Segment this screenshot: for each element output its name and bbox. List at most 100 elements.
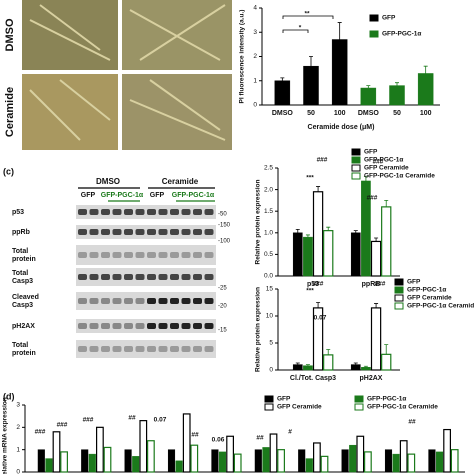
annotation: ### (313, 281, 324, 288)
error-bar (326, 349, 331, 355)
bar (37, 449, 45, 473)
blot-band (124, 252, 133, 258)
annotation: 0.07 (314, 315, 327, 322)
significance-bracket (282, 29, 309, 33)
blot-band (78, 229, 87, 235)
bar (124, 449, 132, 473)
annotation: ### (83, 417, 94, 424)
error-bar (316, 302, 321, 308)
legend-label: GFP Ceramide (407, 295, 452, 302)
error-bar (395, 82, 399, 86)
blot-band (112, 209, 122, 215)
error-bar (363, 365, 368, 368)
y-tick-label: 2 (16, 424, 20, 431)
bar (363, 451, 372, 473)
bar (45, 458, 53, 473)
chart: 0 5 10 15 Relative protein expression Cl./Tot… (255, 278, 474, 382)
blot-band (158, 323, 168, 329)
bar (211, 449, 219, 473)
blot-band (193, 209, 202, 215)
annotation: ### (373, 159, 384, 166)
x-tick-label: DMSO (272, 110, 294, 117)
chart: 0.0 0.5 1.0 1.5 2.0 2.5 Relative protein expre… (255, 148, 435, 288)
bar (303, 65, 319, 106)
blot-band (89, 346, 99, 352)
blot-band (101, 346, 110, 352)
blot-band (193, 323, 202, 329)
blot-band (112, 298, 122, 304)
error-bar (353, 230, 358, 233)
blot-row-label: Total (12, 342, 28, 349)
blot-band (135, 229, 145, 235)
bar (331, 39, 348, 106)
y-tick-label: 0.5 (264, 251, 273, 258)
blot-band (147, 274, 156, 280)
blot-band (78, 346, 87, 352)
micrographs (22, 0, 232, 150)
blot-band (124, 346, 133, 352)
photo (22, 0, 118, 70)
blot-band (193, 346, 202, 352)
bar (360, 87, 377, 106)
blot-band (112, 252, 122, 258)
bar (350, 232, 361, 277)
y-axis-label: Relative protein expression (255, 180, 262, 265)
error-bar (305, 364, 310, 366)
legend-label: GFP-PGC-1α Ceramide (364, 173, 435, 180)
blot-band (170, 229, 179, 235)
blot-band (101, 298, 110, 304)
y-axis-label: Relative protein expression (255, 287, 262, 372)
annotation: ## (191, 432, 199, 439)
bar (292, 364, 303, 371)
y-tick-label: 1 (16, 446, 20, 453)
bar (226, 435, 234, 473)
blot-band (181, 323, 191, 329)
blot-band (89, 252, 99, 258)
blot-band (147, 229, 156, 235)
blot-row-label: Cleaved (12, 294, 39, 301)
annotation: # (288, 429, 292, 436)
x-tick-label: ppRB (362, 281, 381, 288)
error-bar (366, 85, 371, 89)
blot-strip (76, 268, 216, 286)
error-bar (384, 344, 389, 355)
chart: 0 1 2 3 Relative mRNA expression GFP GFP-PGC-1… (2, 395, 465, 474)
blot-row-label: ppRb (12, 229, 30, 236)
y-tick-label: 2 (253, 53, 257, 60)
legend-label: GFP (382, 15, 396, 22)
blot-lane: GFP (150, 192, 165, 199)
y-tick-label: 5 (269, 340, 273, 347)
blot-lane: GFP (81, 192, 96, 199)
bar (312, 191, 324, 277)
error-bar (423, 65, 428, 74)
legend-label: GFP-PGC-1α Ceramide (407, 303, 474, 310)
legend-swatch (354, 395, 364, 403)
legend-swatch (394, 302, 404, 310)
blot-strip (76, 292, 216, 310)
bar (305, 458, 313, 473)
legend-swatch (369, 30, 379, 38)
legend-swatch (394, 286, 404, 294)
blot-band (204, 298, 214, 304)
blot-band (135, 298, 145, 304)
y-tick-label: 0 (269, 367, 273, 374)
blot-band (204, 323, 214, 329)
legend-swatch (394, 278, 404, 286)
photo (122, 74, 232, 150)
error-bar (384, 200, 389, 207)
annotation: ## (128, 415, 136, 422)
bar (389, 85, 405, 106)
y-tick-label: 2.0 (264, 186, 273, 193)
blot-band (135, 209, 145, 215)
blot-band (101, 229, 110, 235)
bar (443, 428, 451, 473)
blot-strip (76, 245, 216, 265)
row-label: DMSO (4, 18, 16, 51)
bar (262, 447, 270, 473)
mw-marker: -20 (218, 304, 227, 310)
blot-strip (76, 340, 216, 358)
blot-band (170, 209, 179, 215)
blot-band (78, 209, 87, 215)
error-bar (374, 237, 379, 242)
y-tick-label: 0 (253, 102, 257, 109)
